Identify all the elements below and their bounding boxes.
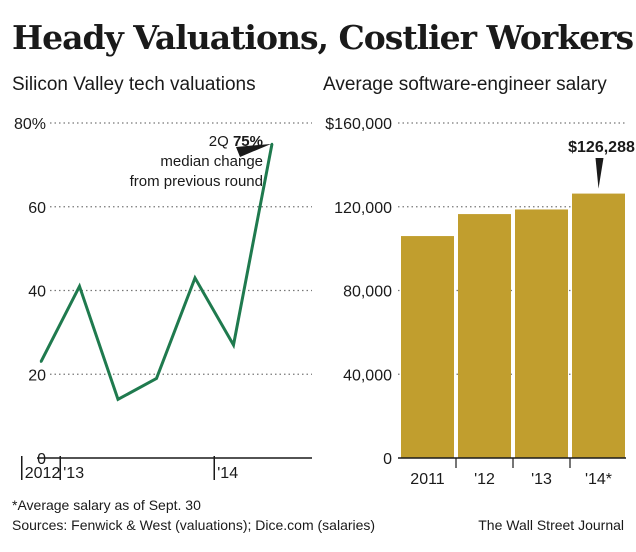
valuations-y-tick-label: 20 xyxy=(28,367,46,384)
valuations-x-tick-label: 2012 xyxy=(25,465,61,482)
valuations-y-tick-label: 0 xyxy=(37,451,46,468)
salary-x-tick-label: '12 xyxy=(474,471,495,488)
salary-callout-label: $126,288 xyxy=(568,139,635,156)
valuations-x-tick-label: '13 xyxy=(63,465,84,482)
sources: Sources: Fenwick & West (valuations); Di… xyxy=(12,517,376,533)
credit: The Wall Street Journal xyxy=(478,517,624,533)
salary-subtitle: Average software-engineer salary xyxy=(323,74,607,95)
valuations-y-tick-label: 40 xyxy=(28,284,46,301)
valuations-point xyxy=(155,377,158,380)
salary-bar xyxy=(401,236,454,458)
valuations-annotation-line2: median change xyxy=(160,153,263,170)
valuations-annotation-pointer xyxy=(236,143,271,157)
salary-bar xyxy=(458,214,511,458)
valuations-y-tick-label: 60 xyxy=(28,200,46,217)
valuations-annotation-line1: 2Q 75% xyxy=(209,133,263,150)
valuations-point xyxy=(232,343,235,347)
salary-bar xyxy=(515,209,568,458)
salary-y-tick-label: 80,000 xyxy=(343,284,392,301)
salary-y-tick-label: 0 xyxy=(383,451,392,468)
salary-y-tick-label: 120,000 xyxy=(334,200,392,217)
salary-x-tick-label: '14* xyxy=(585,471,612,488)
valuations-point xyxy=(78,285,81,288)
valuations-point xyxy=(116,398,120,401)
salary-x-tick-label: '13 xyxy=(531,471,552,488)
salary-bar xyxy=(572,193,625,458)
valuations-subtitle: Silicon Valley tech valuations xyxy=(12,74,256,95)
footnote: *Average salary as of Sept. 30 xyxy=(12,497,201,513)
valuations-point xyxy=(193,276,197,280)
valuations-x-tick-label: '14 xyxy=(217,465,238,482)
salary-x-tick-label: 2011 xyxy=(410,471,445,488)
valuations-annotation-line3: from previous round xyxy=(130,173,263,190)
valuations-point xyxy=(39,360,43,363)
salary-y-tick-label: 40,000 xyxy=(343,367,392,384)
salary-callout-pointer xyxy=(595,158,604,189)
chart-title: Heady Valuations, Costlier Workers xyxy=(12,18,634,57)
valuations-y-tick-label: 80% xyxy=(14,116,46,133)
valuations-point xyxy=(270,142,274,146)
salary-y-tick-label: $160,000 xyxy=(325,116,392,133)
